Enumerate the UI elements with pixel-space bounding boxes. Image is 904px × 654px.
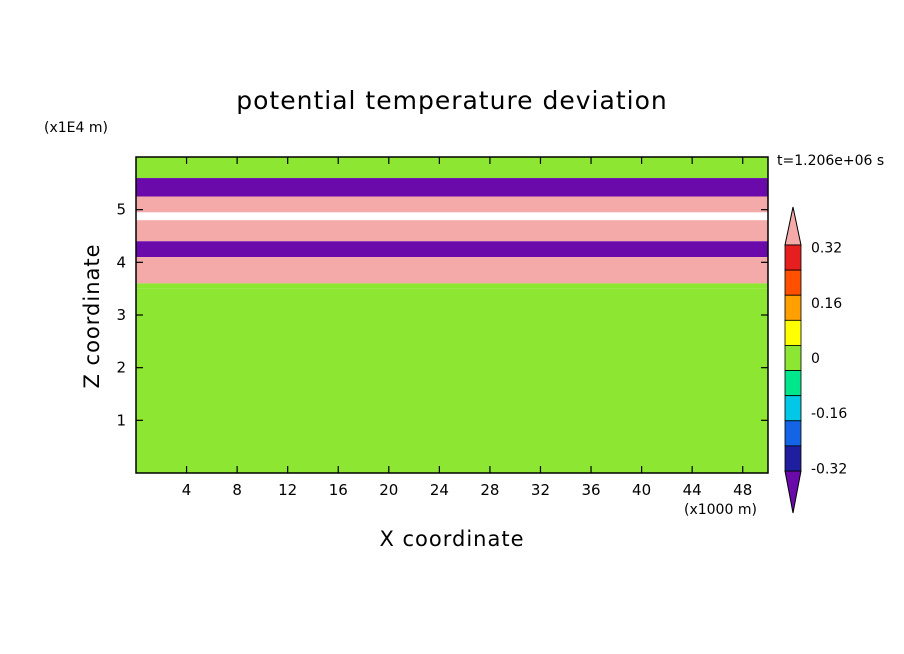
y-tick-label: 4 xyxy=(116,253,126,271)
x-tick-label: 44 xyxy=(683,481,702,499)
y-tick-label: 1 xyxy=(116,411,126,429)
colorbar-box xyxy=(784,319,802,346)
x-tick-label: 12 xyxy=(278,481,297,499)
x-tick-label: 32 xyxy=(531,481,550,499)
x-tick-label: 40 xyxy=(632,481,651,499)
contour-band xyxy=(136,433,768,473)
colorbar-tick-label: 0.32 xyxy=(811,241,842,257)
y-tick-label: 2 xyxy=(116,359,126,377)
y-tick-label: 5 xyxy=(116,201,126,219)
y-tick-label: 3 xyxy=(116,306,126,324)
colorbar-box xyxy=(784,445,802,472)
colorbar-box xyxy=(784,269,802,296)
colorbar-tick-label: 0.16 xyxy=(811,296,842,312)
contour-band xyxy=(136,157,768,179)
y-unit-label: (x1E4 m) xyxy=(44,120,108,136)
colorbar-box xyxy=(784,395,802,422)
contour-band xyxy=(136,288,768,434)
colorbar-extend-min xyxy=(784,470,802,514)
x-tick-label: 24 xyxy=(430,481,449,499)
y-axis: 1 2 3 4 5 xyxy=(116,201,768,429)
x-axis: 4 8 12 16 20 24 28 32 36 40 44 48 xyxy=(182,157,752,499)
time-label: t=1.206e+06 s xyxy=(777,153,885,169)
contour-band xyxy=(136,241,768,258)
colorbar-box xyxy=(784,294,802,321)
colorbar-extend-max xyxy=(784,206,802,246)
contour-band xyxy=(136,257,768,284)
x-axis-label: X coordinate xyxy=(379,527,525,551)
colorbar: 0.32 0.16 0 -0.16 -0.32 xyxy=(784,206,847,514)
contour-band xyxy=(136,196,768,213)
contour-band xyxy=(136,283,768,289)
x-tick-label: 48 xyxy=(733,481,752,499)
x-tick-label: 20 xyxy=(379,481,398,499)
colorbar-box xyxy=(784,420,802,447)
x-tick-label: 16 xyxy=(329,481,348,499)
colorbar-box xyxy=(784,244,802,271)
colorbar-tick-label: -0.32 xyxy=(811,461,847,477)
x-tick-label: 36 xyxy=(581,481,600,499)
colorbar-box xyxy=(784,370,802,397)
chart-title: potential temperature deviation xyxy=(236,86,668,115)
x-tick-label: 28 xyxy=(480,481,499,499)
contour-band xyxy=(136,220,768,242)
x-unit-label: (x1000 m) xyxy=(684,502,757,518)
colorbar-tick-label: -0.16 xyxy=(811,406,847,422)
colorbar-tick-label: 0 xyxy=(811,351,820,367)
colorbar-box xyxy=(784,345,802,371)
x-tick-label: 8 xyxy=(232,481,242,499)
contour-field xyxy=(136,157,768,473)
x-tick-label: 4 xyxy=(182,481,192,499)
